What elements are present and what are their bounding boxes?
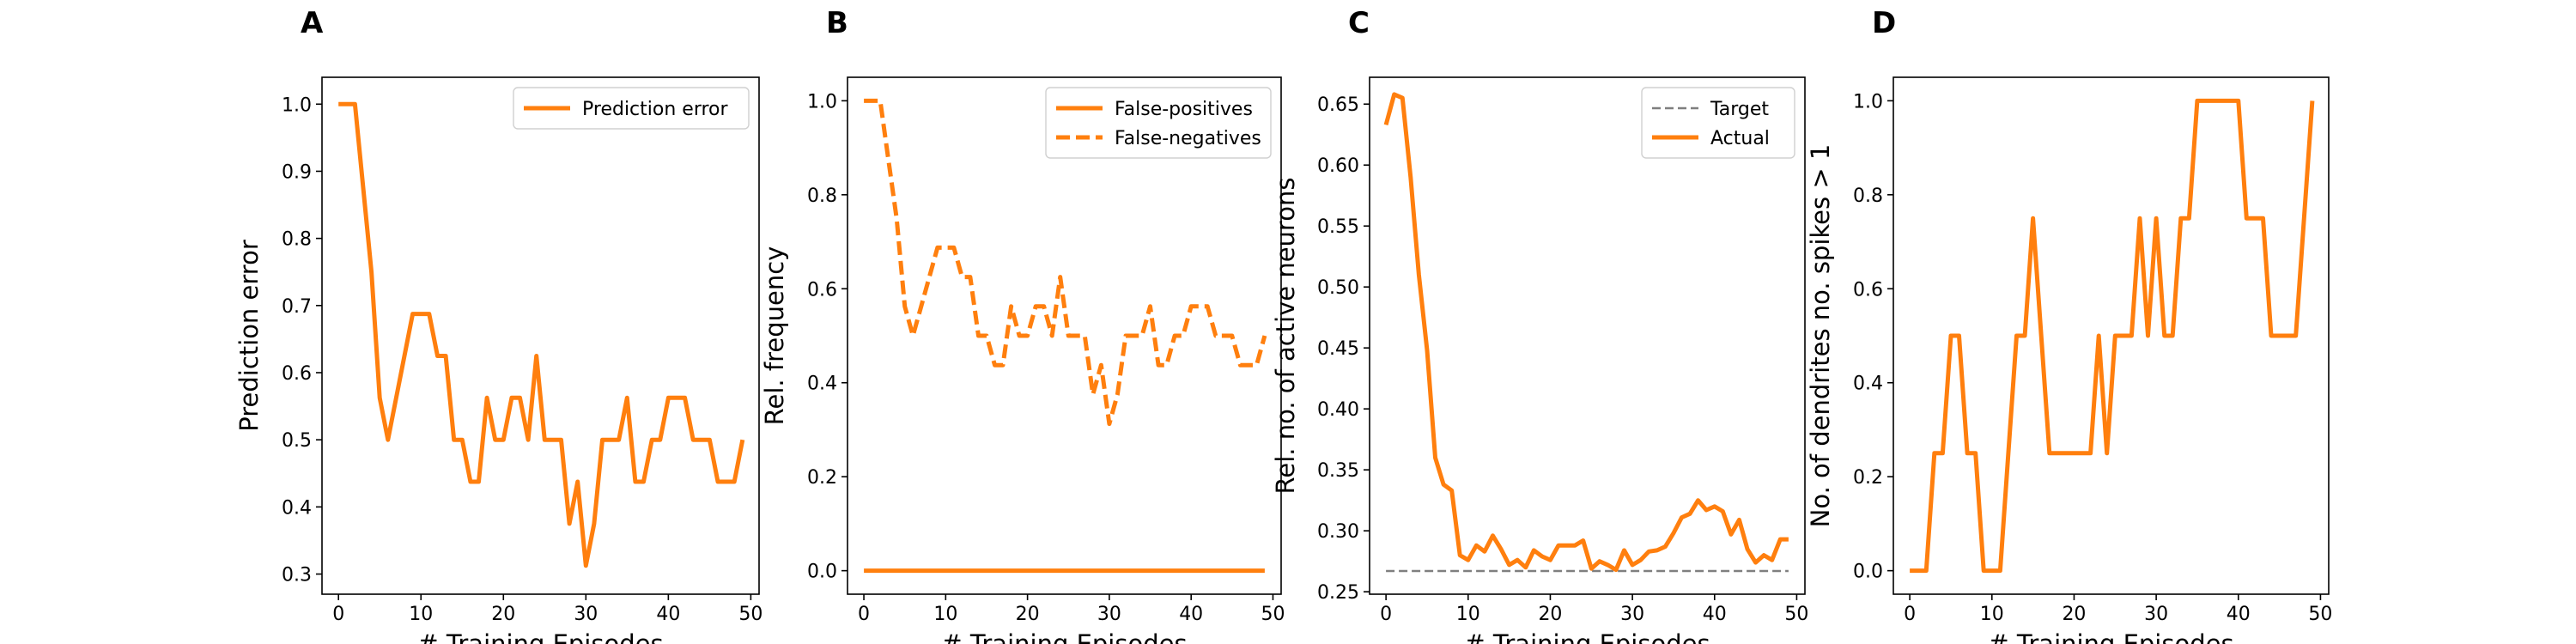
y-tick-label: 0.30 bbox=[1317, 521, 1359, 543]
x-tick-label: 50 bbox=[1261, 604, 1285, 625]
panel-letter: A bbox=[301, 6, 324, 40]
y-tick-label: 1.0 bbox=[807, 91, 837, 112]
legend-entry-label: False-positives bbox=[1115, 99, 1253, 120]
panel-letter: D bbox=[1872, 6, 1896, 40]
x-tick-label: 40 bbox=[1179, 604, 1203, 625]
x-tick-label: 0 bbox=[858, 604, 870, 625]
y-tick-label: 0.65 bbox=[1317, 94, 1359, 116]
legend-box bbox=[1641, 87, 1795, 159]
y-tick-label: 0.7 bbox=[282, 296, 312, 318]
x-tick-label: 20 bbox=[1016, 604, 1040, 625]
y-tick-label: 0.6 bbox=[807, 279, 837, 301]
y-axis-label: No. of dendrites no. spikes > 1 bbox=[1806, 144, 1835, 528]
panel-letter: C bbox=[1348, 6, 1370, 40]
x-tick-label: 10 bbox=[1980, 604, 2004, 625]
legend-entry-label: Prediction error bbox=[582, 99, 728, 120]
x-tick-label: 40 bbox=[2227, 604, 2251, 625]
y-tick-label: 0.4 bbox=[807, 374, 837, 395]
x-tick-label: 30 bbox=[1097, 604, 1121, 625]
x-tick-label: 30 bbox=[2144, 604, 2168, 625]
y-tick-label: 0.25 bbox=[1317, 582, 1359, 604]
x-tick-label: 40 bbox=[1703, 604, 1727, 625]
y-tick-label: 1.0 bbox=[1853, 91, 1883, 112]
x-tick-label: 30 bbox=[1620, 604, 1644, 625]
y-tick-label: 0.8 bbox=[807, 185, 837, 207]
legend-entry-label: Target bbox=[1710, 99, 1769, 120]
panel-b: B 0 10 20 30 40 50 0.0 0.2 0.4 0.6 0.8 1.0 # Training… bbox=[760, 6, 1285, 644]
legend: Prediction error bbox=[513, 87, 750, 130]
x-axis-label: # Training Episodes bbox=[417, 629, 663, 644]
legend-box bbox=[1045, 87, 1272, 159]
x-tick-label: 20 bbox=[491, 604, 515, 625]
y-tick-label: 0.3 bbox=[282, 565, 312, 586]
y-tick-label: 0.5 bbox=[282, 430, 312, 452]
legend: False-positives False-negatives bbox=[1045, 87, 1272, 159]
x-tick-label: 0 bbox=[1380, 604, 1392, 625]
y-tick-label: 1.0 bbox=[282, 94, 312, 116]
y-axis-label: Rel. frequency bbox=[760, 246, 789, 426]
axes-frame bbox=[1369, 76, 1806, 595]
series-line-false-negatives bbox=[864, 98, 1267, 427]
y-tick-label: 0.4 bbox=[1853, 374, 1883, 395]
y-tick-label: 0.0 bbox=[807, 562, 837, 583]
y-tick-label: 0.60 bbox=[1317, 155, 1359, 177]
x-tick-label: 10 bbox=[409, 604, 433, 625]
legend-entry-label: Actual bbox=[1710, 128, 1770, 149]
x-tick-label: 50 bbox=[738, 604, 762, 625]
legend: Target Actual bbox=[1641, 87, 1795, 159]
panel-a: A 0 10 20 30 40 50 0.3 0.4 0.5 0.6 0.7 0.8 0.9 1.0 # Tr… bbox=[234, 6, 762, 644]
panel-d: D 0 10 20 30 40 50 0.0 0.2 0.4 0.6 0.8 1.0 # Training… bbox=[1806, 6, 2332, 644]
y-tick-label: 0.9 bbox=[282, 161, 312, 183]
legend-entry-label: False-negatives bbox=[1115, 128, 1261, 149]
y-tick-label: 0.4 bbox=[282, 497, 312, 519]
y-axis-label: Rel. no. of active neurons bbox=[1271, 178, 1300, 495]
y-tick-label: 0.6 bbox=[282, 363, 312, 385]
y-tick-label: 0.0 bbox=[1853, 562, 1883, 583]
y-tick-label: 0.6 bbox=[1853, 279, 1883, 301]
y-axis-label: Prediction error bbox=[234, 240, 264, 432]
y-tick-label: 0.55 bbox=[1317, 216, 1359, 238]
series-line-main bbox=[1910, 98, 2315, 574]
legend-box bbox=[513, 87, 750, 130]
x-axis-label: # Training Episodes bbox=[941, 629, 1187, 644]
series-line-actual bbox=[1383, 92, 1789, 573]
x-axis-label: # Training Episodes bbox=[1988, 629, 2233, 644]
series-line-prediction-error bbox=[338, 101, 745, 568]
y-tick-label: 0.45 bbox=[1317, 338, 1359, 360]
y-tick-label: 0.40 bbox=[1317, 399, 1359, 421]
x-tick-label: 0 bbox=[1904, 604, 1916, 625]
panel-letter: B bbox=[826, 6, 848, 40]
y-tick-label: 0.2 bbox=[807, 467, 837, 489]
axes-frame bbox=[321, 76, 760, 595]
x-tick-label: 40 bbox=[656, 604, 680, 625]
x-tick-label: 10 bbox=[1456, 604, 1480, 625]
panel-c: C 0 10 20 30 40 50 0.25 0.30 0.35 0.40 0.45 0.50 0.55… bbox=[1271, 6, 1808, 644]
x-tick-label: 20 bbox=[2062, 604, 2086, 625]
x-tick-label: 10 bbox=[933, 604, 957, 625]
y-tick-label: 0.2 bbox=[1853, 467, 1883, 489]
x-tick-label: 20 bbox=[1538, 604, 1562, 625]
y-tick-label: 0.50 bbox=[1317, 277, 1359, 299]
x-axis-label: # Training Episodes bbox=[1464, 629, 1710, 644]
x-tick-label: 0 bbox=[332, 604, 344, 625]
x-tick-label: 50 bbox=[2308, 604, 2332, 625]
y-tick-label: 0.35 bbox=[1317, 460, 1359, 482]
y-tick-label: 0.8 bbox=[282, 229, 312, 251]
x-tick-label: 50 bbox=[1784, 604, 1808, 625]
axes-frame bbox=[847, 76, 1282, 595]
x-tick-label: 30 bbox=[574, 604, 598, 625]
axes-frame bbox=[1893, 76, 2330, 595]
y-tick-label: 0.8 bbox=[1853, 185, 1883, 207]
